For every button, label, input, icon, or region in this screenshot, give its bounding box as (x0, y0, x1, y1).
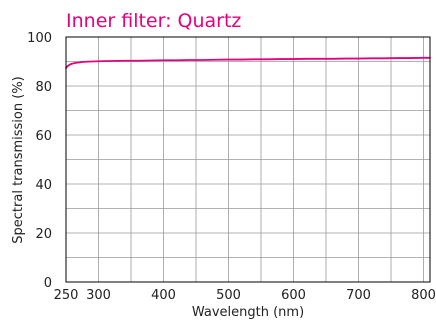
x-tick-label: 400 (151, 288, 176, 303)
x-tick-label: 800 (411, 288, 436, 303)
y-tick-label: 80 (35, 80, 52, 95)
y-tick-label: 40 (35, 178, 52, 193)
x-tick-label: 700 (346, 288, 371, 303)
y-tick-labels: 0 20 40 60 80 100 (27, 31, 52, 291)
y-tick-label: 0 (44, 276, 52, 291)
x-axis-label: Wavelength (nm) (192, 305, 304, 320)
y-tick-label: 100 (27, 31, 52, 46)
x-tick-label: 250 (54, 288, 79, 303)
plot-frame (65, 36, 431, 283)
series-layer (65, 56, 431, 70)
x-tick-labels: 250 300 400 500 600 700 800 (54, 288, 436, 303)
series-line (65, 56, 431, 70)
y-axis-label: Spectral transmission (%) (11, 76, 26, 243)
x-tick-label: 600 (281, 288, 306, 303)
y-tick-label: 60 (35, 129, 52, 144)
y-tick-label: 20 (35, 227, 52, 242)
x-tick-label: 300 (86, 288, 111, 303)
x-tick-label: 500 (216, 288, 241, 303)
chart-title: Inner filter: Quartz (66, 10, 241, 32)
gridlines (66, 37, 430, 282)
